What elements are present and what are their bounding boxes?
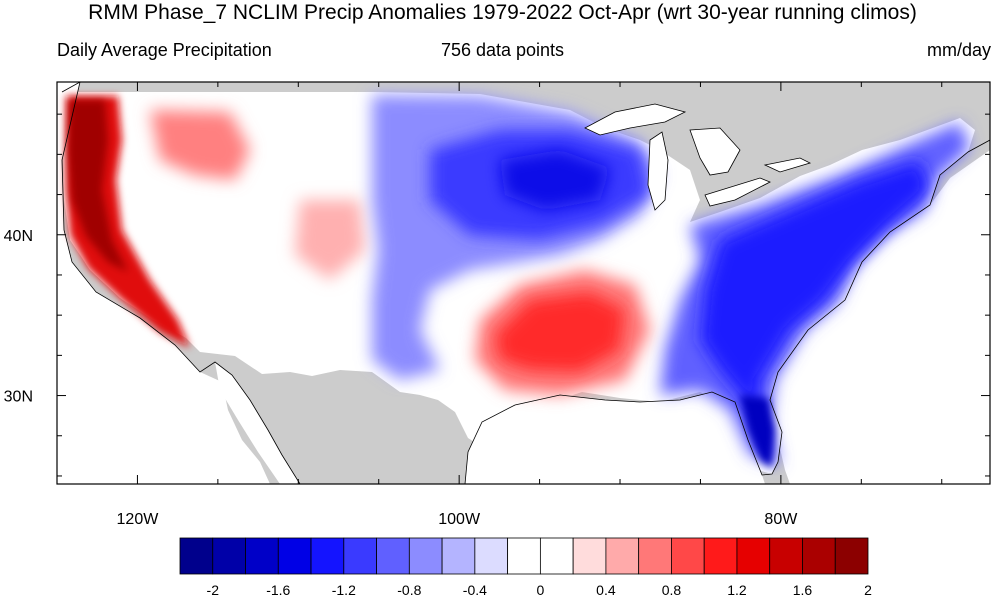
lon-tick-label: 80W: [764, 511, 798, 528]
colorbar-label: -1.2: [332, 582, 356, 597]
colorbar-swatch: [408, 537, 443, 575]
northern-rockies-anomaly: [150, 110, 250, 180]
subtitle-center: 756 data points: [440, 40, 565, 60]
colorbar: [179, 537, 869, 575]
map-frame: [56, 81, 991, 485]
colorbar-label: 0: [536, 582, 544, 597]
colorbar-swatch: [245, 537, 279, 575]
atlantic-ocean: [768, 150, 990, 484]
colorbar-label: 1.6: [793, 582, 813, 597]
east-strong-negative: [700, 160, 930, 420]
colorbar-swatch: [310, 537, 345, 575]
map-area: [57, 82, 990, 484]
colorbar-swatch: [572, 537, 607, 575]
lake-huron: [689, 127, 741, 176]
pacific-ocean: [57, 82, 270, 484]
subtitle-units: mm/day: [926, 40, 991, 60]
colorbar-swatch: [703, 537, 738, 575]
anomaly-shading: [66, 95, 970, 468]
coastline: [61, 82, 990, 484]
west-coast-peak-anomaly: [68, 100, 128, 272]
colorbar-swatch: [802, 537, 836, 575]
colorbar-swatch: [277, 537, 312, 575]
colorbar-label: 2: [864, 582, 872, 597]
colorbar-label: 0.8: [662, 582, 682, 597]
colorbar-swatch: [638, 537, 672, 575]
subtitle-left: Daily Average Precipitation: [57, 40, 272, 60]
colorbar-swatch: [212, 537, 246, 575]
colorbar-swatch: [441, 537, 476, 575]
gulf-of-mexico: [465, 392, 765, 484]
lat-tick-label: 40N: [4, 228, 33, 245]
plot-title: RMM Phase_7 NCLIM Precip Anomalies 1979-…: [88, 1, 917, 24]
colorbar-label: -2: [207, 582, 220, 597]
colorbar-swatch: [834, 537, 869, 575]
upper-midwest-peak-negative: [500, 150, 610, 210]
colorbar-swatch: [605, 537, 640, 575]
axis-ticks: [56, 82, 990, 484]
colorbar-label: 0.4: [596, 582, 616, 597]
lon-tick-label: 120W: [117, 511, 160, 528]
lake-superior: [584, 103, 687, 136]
southern-plains-strong-positive: [495, 292, 625, 372]
colorbar-label: 1.2: [727, 582, 747, 597]
colorbar-swatch: [769, 537, 803, 575]
central-rockies-anomaly: [295, 200, 365, 280]
colorbar-labels: -2 -1.6 -1.2 -0.8 -0.4 0 0.4 0.8 1.2 1.6 2: [207, 582, 873, 597]
florida-peak-negative: [740, 395, 775, 468]
colorbar-label: -0.4: [463, 582, 487, 597]
lat-tick-label: 30N: [4, 389, 33, 406]
axis-tick-labels: 120W 100W 80W 40N 30N: [4, 228, 799, 528]
colorbar-swatch: [507, 537, 541, 575]
colorbar-label: -1.6: [266, 582, 290, 597]
lake-erie: [704, 177, 771, 207]
colorbar-swatch: [474, 537, 509, 575]
lon-tick-label: 100W: [438, 511, 481, 528]
gulf-of-california: [215, 362, 300, 484]
colorbar-swatch: [736, 537, 771, 575]
lake-michigan: [647, 131, 669, 211]
colorbar-swatch: [539, 537, 574, 575]
colorbar-swatch: [376, 537, 410, 575]
lake-ontario: [763, 157, 812, 173]
colorbar-label: -0.8: [397, 582, 421, 597]
colorbar-swatch: [179, 537, 214, 575]
colorbar-swatch: [671, 537, 705, 575]
colorbar-swatch: [343, 537, 377, 575]
